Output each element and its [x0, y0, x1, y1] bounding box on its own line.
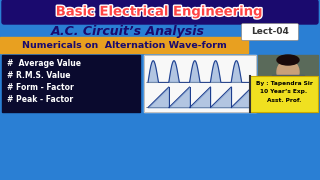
FancyBboxPatch shape [242, 24, 299, 40]
Ellipse shape [277, 55, 299, 65]
Bar [258, 55, 318, 112]
Text: A.C. Circuit’s Analysis: A.C. Circuit’s Analysis [51, 26, 205, 39]
Text: #  Average Value: # Average Value [7, 60, 81, 69]
Text: Asst. Prof.: Asst. Prof. [267, 98, 301, 104]
Text: # Peak - Factor: # Peak - Factor [7, 96, 73, 105]
Bar [144, 55, 256, 112]
Ellipse shape [277, 60, 299, 84]
Text: Lect-04: Lect-04 [251, 28, 289, 37]
FancyBboxPatch shape [250, 76, 318, 112]
Text: # R.M.S. Value: # R.M.S. Value [7, 71, 70, 80]
Text: Numericals on  Alternation Wave-form: Numericals on Alternation Wave-form [22, 40, 226, 50]
FancyBboxPatch shape [2, 0, 318, 24]
Bar [2, 55, 140, 112]
Bar [272, 75, 304, 105]
Text: By : Tapendra Sir: By : Tapendra Sir [256, 80, 312, 86]
Bar [144, 55, 256, 112]
Text: Basic Electrical Engineering: Basic Electrical Engineering [56, 6, 264, 19]
Text: # Form - Factor: # Form - Factor [7, 84, 74, 93]
Bar [0, 37, 248, 53]
Text: 10 Year’s Exp.: 10 Year’s Exp. [260, 89, 308, 94]
